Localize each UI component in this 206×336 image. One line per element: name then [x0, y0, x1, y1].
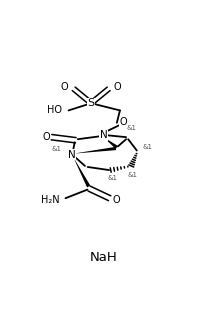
Text: NaH: NaH [89, 251, 117, 264]
Polygon shape [103, 137, 117, 149]
Text: O: O [113, 82, 121, 92]
Text: N: N [67, 150, 75, 160]
Text: O: O [119, 117, 126, 127]
Polygon shape [73, 147, 116, 154]
Text: O: O [42, 132, 50, 142]
Text: &1: &1 [142, 144, 152, 151]
Text: O: O [61, 82, 68, 92]
Text: &1: &1 [107, 175, 117, 181]
Text: HO: HO [47, 106, 62, 116]
Text: &1: &1 [126, 125, 136, 131]
Text: N: N [99, 130, 107, 140]
Text: &1: &1 [127, 172, 137, 178]
Text: H₂N: H₂N [40, 195, 59, 205]
Polygon shape [73, 157, 90, 187]
Text: &1: &1 [51, 146, 61, 153]
Text: S: S [87, 98, 94, 108]
Text: O: O [112, 195, 119, 205]
